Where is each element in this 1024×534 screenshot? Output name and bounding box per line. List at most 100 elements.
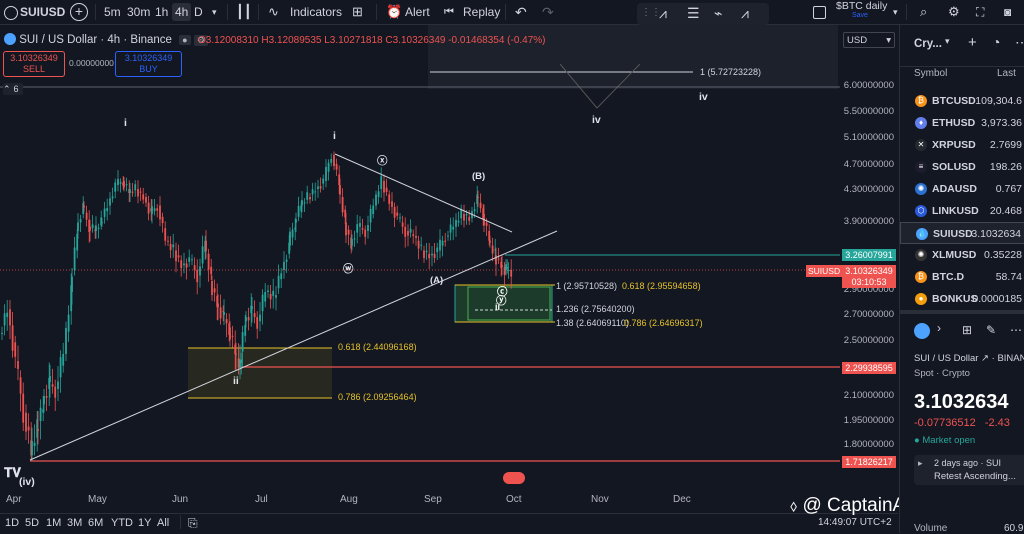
price-chart-canvas[interactable] <box>0 25 898 513</box>
range-1m[interactable]: 1M <box>46 517 62 529</box>
indicators-collapse-toggle[interactable]: ⌃ 6 <box>3 83 23 95</box>
chart-pane[interactable] <box>0 25 898 513</box>
alert-icon[interactable]: ⏰ <box>386 4 403 19</box>
candle-body <box>431 253 433 256</box>
replay-icon[interactable]: ⏮ <box>444 6 454 18</box>
layouts-icon[interactable]: ⊞ <box>352 4 363 19</box>
date-range-icon[interactable]: ⎘ <box>188 516 198 530</box>
interval-1h[interactable]: 1h <box>155 5 169 19</box>
interval-30m[interactable]: 30m <box>127 5 151 19</box>
news-card[interactable]: ▸ 2 days ago · SUI Retest Ascending... <box>914 455 1024 485</box>
watchlist-chevron-icon[interactable]: ▾ <box>945 36 950 46</box>
candle-body <box>180 260 183 269</box>
symbol-name[interactable]: SUIUSD <box>20 5 66 19</box>
candle-body <box>510 270 513 277</box>
trend-angle-icon[interactable]: ⌁ <box>714 5 723 21</box>
watchlist-row[interactable]: 💧 SUIUSD 3.1032634 <box>900 222 1024 244</box>
candle-body <box>235 354 237 355</box>
watchlist-chart-icon[interactable]: ◔ <box>992 34 1001 50</box>
layout-checkbox-icon[interactable] <box>813 6 826 19</box>
redo-icon[interactable]: ↷ <box>542 4 554 20</box>
more-options-icon[interactable]: ⋯ <box>1015 34 1024 51</box>
symbol-search-icon[interactable] <box>4 6 18 20</box>
layout-chevron-icon[interactable]: ▾ <box>893 7 898 17</box>
details-chevron-icon[interactable]: › <box>937 321 941 335</box>
tradingview-logo-icon[interactable]: 𝐓𝐕 <box>4 465 21 480</box>
candle-body <box>364 229 367 237</box>
fib-label-138: 1.38 (2.64069110) <box>556 318 629 328</box>
details-grid-icon[interactable]: ⊞ <box>962 323 973 337</box>
news-meta: 2 days ago · SUI <box>934 458 1002 468</box>
snapshot-camera-icon[interactable]: ◙ <box>1004 5 1012 19</box>
add-symbol-icon[interactable]: + <box>70 3 88 21</box>
watchlist-row[interactable]: ● BONKUS 0.0000185 <box>900 288 1024 310</box>
details-exchange[interactable]: BINANCE <box>997 353 1024 364</box>
candle-body <box>216 295 219 307</box>
interval-d[interactable]: D <box>194 5 203 19</box>
coin-linkusd-icon: ⬡ <box>915 205 927 217</box>
candle-body <box>375 194 377 206</box>
undo-icon[interactable]: ↶ <box>515 4 527 20</box>
legend-settings-icon[interactable]: ⚙ <box>193 35 208 46</box>
watchlist-row[interactable]: ₿ BTCUSD 109,304.6 <box>900 90 1024 112</box>
candlestick-type-icon[interactable]: ┃┃ <box>236 4 252 19</box>
interval-5m[interactable]: 5m <box>104 5 121 19</box>
candle-body <box>479 202 482 209</box>
watchlist-row[interactable]: ♦ ETHUSD 3,973.36 <box>900 112 1024 134</box>
details-edit-icon[interactable]: ✎ <box>986 323 997 337</box>
currency-selector[interactable]: USD ▾ <box>843 32 895 48</box>
legend-visibility-icon[interactable]: ● <box>179 35 191 45</box>
settings-gear-icon[interactable]: ⚙ <box>948 4 960 19</box>
watchlist-row[interactable]: ₿ BTC.D 58.74 <box>900 266 1024 288</box>
coin-xrpusd-icon: ✕ <box>915 139 927 151</box>
range-6m[interactable]: 6M <box>88 517 104 529</box>
news-symbol: SUI <box>986 458 1002 468</box>
chevron-down-icon[interactable]: ▾ <box>212 7 217 17</box>
watchlist-row[interactable]: ✺ ADAUSD 0.767 <box>900 178 1024 200</box>
details-type: Spot · Crypto <box>914 368 970 379</box>
spread-value: 0.00000000 <box>69 58 114 68</box>
range-all[interactable]: All <box>157 517 170 529</box>
elliott-wave-icon[interactable]: ⩘ <box>741 5 749 21</box>
external-link-icon[interactable]: ↗ · <box>981 353 998 364</box>
indicators-icon[interactable]: ∿ <box>268 4 279 19</box>
watchlist-row[interactable]: ≡ SOLUSD 198.26 <box>900 156 1024 178</box>
indicators-button[interactable]: Indicators <box>290 5 343 19</box>
column-header-last[interactable]: Last <box>997 68 1016 79</box>
events-flag-icon[interactable] <box>503 472 525 484</box>
range-1d[interactable]: 1D <box>5 517 20 529</box>
buy-button[interactable]: 3.10326349 BUY <box>115 51 182 77</box>
watchlist-row[interactable]: ✺ XLMUSD 0.35228 <box>900 244 1024 266</box>
candle-body <box>452 226 455 230</box>
panel-splitter[interactable] <box>900 310 1024 314</box>
interval-4h[interactable]: 4h <box>172 3 192 21</box>
range-1y[interactable]: 1Y <box>138 517 152 529</box>
column-header-symbol[interactable]: Symbol <box>914 68 948 79</box>
details-more-icon[interactable]: ⋯ <box>1010 323 1022 337</box>
add-symbol-plus-icon[interactable]: + <box>968 34 977 51</box>
sell-button[interactable]: 3.10326349 SELL <box>3 51 65 77</box>
watchlist-row[interactable]: ⬡ LINKUSD 20.468 <box>900 200 1024 222</box>
details-symbol-name[interactable]: SUI / US Dollar <box>914 353 979 364</box>
watchlist-row[interactable]: ✕ XRPUSD 2.7699 <box>900 134 1024 156</box>
range-ytd[interactable]: YTD <box>111 517 133 529</box>
range-5d[interactable]: 5D <box>25 517 40 529</box>
layout-name[interactable]: $BTC daily <box>836 0 888 12</box>
watchlist-title[interactable]: Cry... <box>914 38 942 50</box>
legend-title[interactable]: SUI / US Dollar · 4h · Binance <box>19 34 172 46</box>
range-3m[interactable]: 3M <box>67 517 83 529</box>
fib-retracement-icon[interactable]: ☰ <box>687 5 700 21</box>
fullscreen-icon[interactable]: ⛶ <box>976 5 985 19</box>
candle-body <box>295 219 297 223</box>
quick-search-icon[interactable]: ⌕ <box>920 4 928 19</box>
price-tick-label: 2.50000000 <box>843 335 894 346</box>
alert-button[interactable]: Alert <box>405 5 430 19</box>
candle-body <box>330 158 333 163</box>
market-open-dot-icon: ● <box>914 435 920 446</box>
drag-handle-icon[interactable]: ⋮⋮ <box>641 7 661 18</box>
abcd-pattern-icon[interactable]: ⩘ <box>659 5 667 21</box>
currency-chevron-icon: ▾ <box>886 35 891 46</box>
clock-time[interactable]: 14:49:07 UTC+2 <box>818 517 892 528</box>
fib-support-zone <box>188 348 332 398</box>
replay-button[interactable]: Replay <box>463 5 501 19</box>
